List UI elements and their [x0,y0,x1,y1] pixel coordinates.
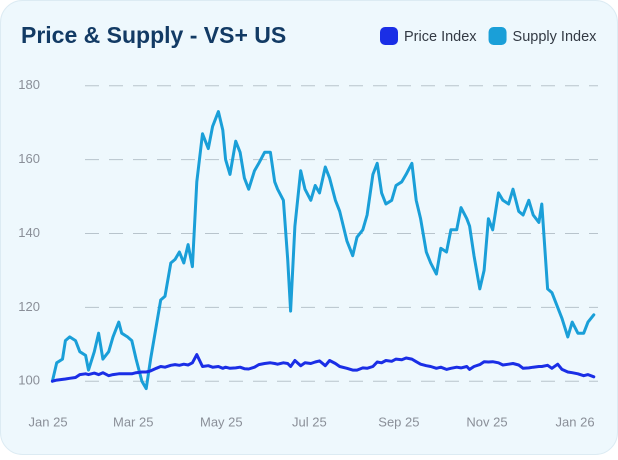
x-tick-label: Jul 25 [292,414,327,429]
legend-label: Supply Index [513,29,598,45]
x-tick-label: Jan 25 [29,414,68,429]
x-tick-label: Sep 25 [378,414,419,429]
legend-swatch [488,27,507,45]
y-tick-label: 120 [18,299,40,314]
x-tick-label: Jan 26 [556,414,595,429]
legend: Price Index Supply Index [380,27,597,45]
series-line [50,110,596,391]
series-line [50,353,596,383]
legend-label: Price Index [404,29,477,45]
y-tick-label: 180 [18,77,40,92]
y-tick-label: 140 [18,225,40,240]
chart-title: Price & Supply - VS+ US [21,22,286,48]
x-tick-label: Nov 25 [466,414,507,429]
y-tick-label: 100 [18,373,40,388]
legend-swatch [380,27,398,45]
x-tick-label: May 25 [200,414,243,429]
y-tick-label: 160 [18,151,40,166]
x-tick-label: Mar 25 [113,414,153,429]
